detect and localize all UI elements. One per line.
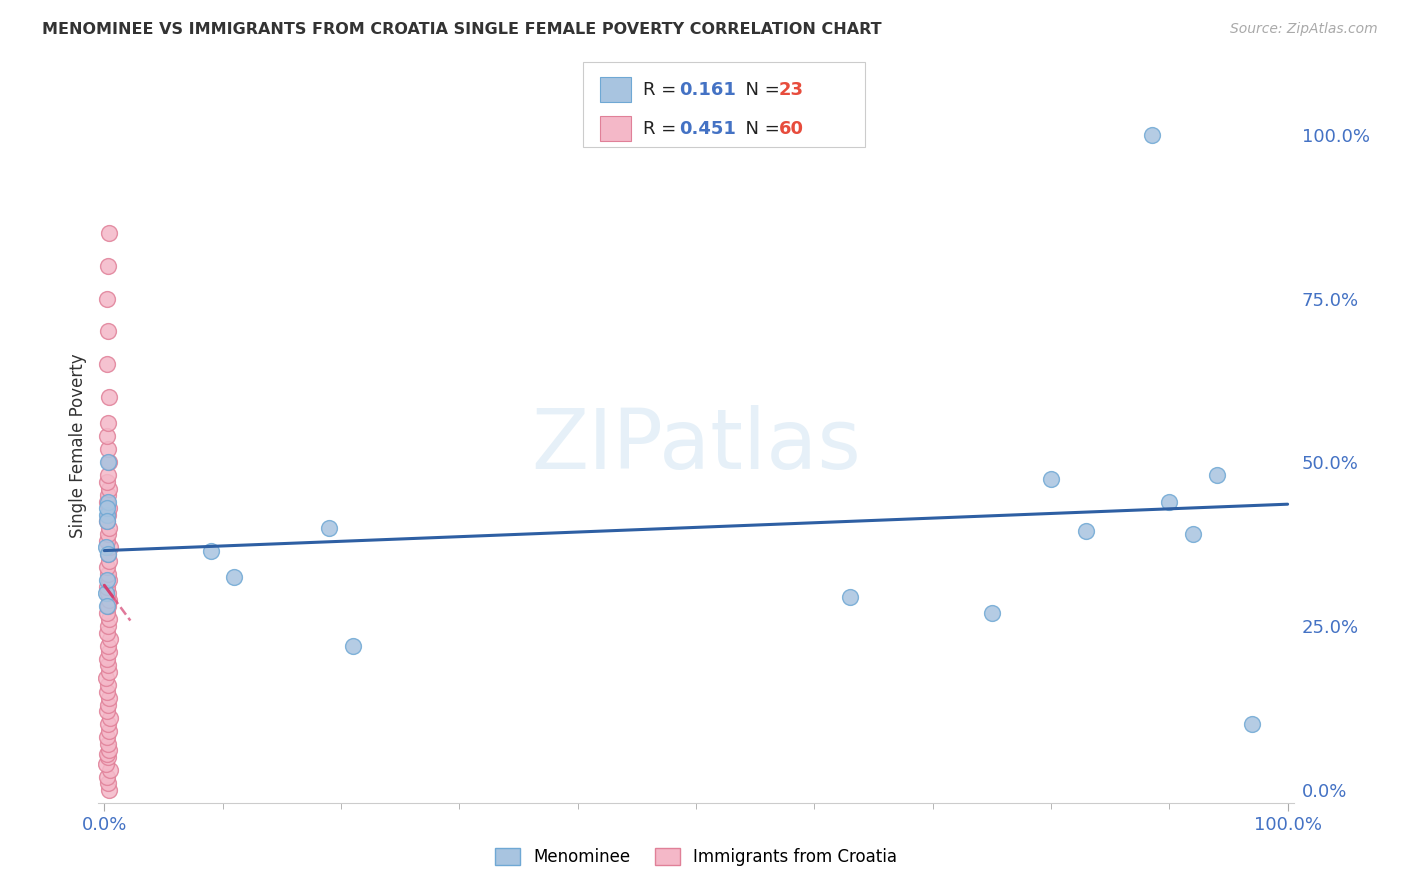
Text: R =: R = <box>643 80 682 98</box>
Point <box>98 743 121 757</box>
Point <box>97 259 120 273</box>
Point <box>98 553 121 567</box>
Point <box>97 455 120 469</box>
Point <box>96 533 118 548</box>
Point <box>97 442 120 457</box>
Point <box>97 488 120 502</box>
Point <box>96 770 118 784</box>
Point <box>98 612 121 626</box>
Point <box>96 494 118 508</box>
Point <box>1181 527 1204 541</box>
Point <box>96 731 118 745</box>
Point <box>98 665 121 679</box>
Point <box>98 573 121 587</box>
Point <box>97 416 120 430</box>
Point <box>96 292 118 306</box>
Point <box>98 455 121 469</box>
Text: ZIPatlas: ZIPatlas <box>531 406 860 486</box>
Point <box>96 357 118 371</box>
Point <box>97 468 120 483</box>
Point <box>97 547 120 561</box>
Point <box>97 547 120 561</box>
Point <box>96 625 118 640</box>
Point <box>980 606 1002 620</box>
Point <box>98 711 121 725</box>
Point <box>98 645 121 659</box>
Text: N =: N = <box>734 120 786 137</box>
Point <box>96 501 118 516</box>
Point <box>97 698 120 712</box>
Point <box>98 390 121 404</box>
Point <box>98 592 121 607</box>
Point <box>97 325 120 339</box>
Point <box>94 756 117 771</box>
Point <box>1140 128 1163 142</box>
Point <box>1159 494 1181 508</box>
Point <box>1039 472 1062 486</box>
Point <box>97 750 120 764</box>
Point <box>97 586 120 600</box>
Y-axis label: Single Female Poverty: Single Female Poverty <box>69 354 87 538</box>
Point <box>98 632 121 647</box>
Point <box>94 586 117 600</box>
Point <box>98 782 121 797</box>
Point <box>98 541 121 555</box>
Text: Source: ZipAtlas.com: Source: ZipAtlas.com <box>1230 22 1378 37</box>
Legend: Menominee, Immigrants from Croatia: Menominee, Immigrants from Croatia <box>488 841 904 873</box>
Text: 23: 23 <box>779 80 804 98</box>
Point <box>96 652 118 666</box>
Point <box>97 678 120 692</box>
Point <box>96 573 118 587</box>
Point <box>97 639 120 653</box>
Text: 0.451: 0.451 <box>679 120 735 137</box>
Point <box>1241 717 1264 731</box>
Point <box>1076 524 1098 538</box>
Point <box>200 543 222 558</box>
Point <box>96 429 118 443</box>
Point <box>98 482 121 496</box>
Point <box>96 560 118 574</box>
Point <box>97 776 120 790</box>
Point <box>98 691 121 706</box>
Point <box>97 619 120 633</box>
Point <box>97 717 120 731</box>
Point <box>97 658 120 673</box>
Point <box>97 566 120 581</box>
Text: 60: 60 <box>779 120 804 137</box>
Point <box>96 514 118 528</box>
Point <box>97 599 120 614</box>
Point <box>96 606 118 620</box>
Text: R =: R = <box>643 120 682 137</box>
Point <box>97 737 120 751</box>
Point <box>96 599 118 614</box>
Point <box>97 494 120 508</box>
Point <box>1205 468 1227 483</box>
Point <box>96 514 118 528</box>
Point <box>97 508 120 522</box>
Point <box>98 723 121 738</box>
Point <box>96 747 118 761</box>
Point <box>342 639 364 653</box>
Point <box>96 508 118 522</box>
Point <box>96 684 118 698</box>
Point <box>94 672 117 686</box>
Point <box>98 501 121 516</box>
Point <box>94 541 117 555</box>
Point <box>96 580 118 594</box>
Point <box>224 570 246 584</box>
Text: MENOMINEE VS IMMIGRANTS FROM CROATIA SINGLE FEMALE POVERTY CORRELATION CHART: MENOMINEE VS IMMIGRANTS FROM CROATIA SIN… <box>42 22 882 37</box>
Point <box>318 521 340 535</box>
Text: N =: N = <box>734 80 786 98</box>
Point <box>98 226 121 240</box>
Point <box>96 475 118 489</box>
Point <box>838 590 860 604</box>
Text: 0.161: 0.161 <box>679 80 735 98</box>
Point <box>96 704 118 718</box>
Point <box>98 521 121 535</box>
Point <box>98 763 121 777</box>
Point <box>97 527 120 541</box>
